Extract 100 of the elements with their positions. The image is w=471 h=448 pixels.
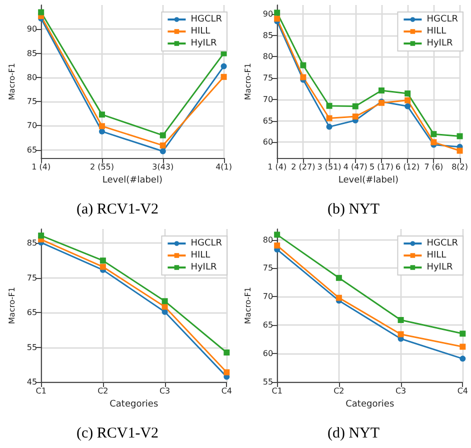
- point: [274, 10, 280, 16]
- legend-label: HGCLR: [426, 238, 458, 248]
- point: [300, 62, 306, 68]
- y-tick-label: 65: [26, 145, 38, 154]
- y-tick-label: 85: [26, 48, 38, 58]
- point: [430, 139, 437, 146]
- y-tick-label: 80: [262, 52, 274, 62]
- y-tick-label: 80: [262, 235, 274, 244]
- legend-label: HyILR: [426, 262, 453, 272]
- legend-label: HyILR: [190, 38, 217, 48]
- legend-label: HyILR: [190, 262, 217, 272]
- x-axis-title: Level(#label): [102, 175, 162, 186]
- text: (a) RCV1-V2: [76, 202, 159, 218]
- legend-label: HILL: [190, 250, 210, 260]
- y-tick-label: 75: [262, 74, 274, 83]
- point: [430, 131, 437, 138]
- x-tick-label: 3(43): [152, 162, 174, 172]
- point: [224, 350, 230, 356]
- point: [352, 103, 358, 110]
- y-axis-title: Macro-F1: [8, 63, 16, 100]
- y-tick-label: 55: [26, 342, 38, 352]
- x-tick-label: 3 (51): [317, 162, 342, 172]
- point: [162, 304, 168, 310]
- point: [274, 232, 280, 238]
- point: [326, 115, 332, 122]
- x-tick-label: 8(2): [452, 162, 468, 172]
- y-tick-label: 60: [262, 138, 274, 147]
- x-tick-label: 2 (55): [90, 162, 114, 172]
- y-tick-label: 65: [26, 308, 38, 318]
- legend-label: HILL: [426, 250, 446, 260]
- legend-label: HyILR: [426, 38, 453, 48]
- y-tick-label: 60: [262, 349, 274, 358]
- legend-label: HGCLR: [426, 14, 458, 24]
- point: [100, 258, 106, 264]
- x-axis-title: Categories: [110, 399, 158, 410]
- point: [460, 356, 466, 362]
- x-tick-label: C2: [98, 386, 108, 396]
- y-tick-label: 70: [26, 121, 38, 130]
- point: [456, 148, 463, 154]
- point: [336, 294, 342, 301]
- point: [326, 124, 332, 130]
- y-tick-label: 75: [26, 97, 38, 106]
- point: [274, 242, 280, 248]
- point: [326, 102, 332, 109]
- y-tick-label: 65: [262, 320, 274, 330]
- x-tick-label: C3: [159, 386, 170, 396]
- x-tick-label: 4(1): [216, 162, 232, 172]
- point: [378, 87, 384, 94]
- point: [460, 330, 466, 337]
- y-axis-title: Macro-F1: [8, 287, 16, 324]
- x-tick-label: 5 (17): [369, 162, 394, 172]
- point: [300, 74, 306, 80]
- point: [274, 16, 280, 22]
- x-tick-label: 7 (6): [424, 162, 444, 172]
- y-tick-label: 45: [26, 378, 38, 386]
- point: [100, 264, 106, 270]
- point: [38, 9, 44, 16]
- point: [456, 133, 463, 140]
- y-tick-label: 75: [26, 273, 38, 282]
- x-tick-label: 2 (27): [291, 162, 316, 172]
- point: [220, 63, 227, 70]
- point: [404, 97, 411, 104]
- legend-label: HGCLR: [190, 14, 222, 24]
- y-tick-label: 90: [262, 9, 274, 18]
- text: (d) NYT: [327, 426, 380, 442]
- point: [160, 148, 166, 154]
- point: [224, 369, 230, 376]
- text: (b) NYT: [327, 202, 380, 218]
- point: [352, 114, 358, 120]
- point: [160, 132, 166, 138]
- point: [38, 232, 44, 239]
- y-axis-title: Macro-F1: [244, 287, 252, 324]
- y-tick-label: 70: [262, 94, 274, 104]
- point: [98, 123, 105, 130]
- legend-label: HGCLR: [190, 238, 222, 248]
- y-axis-title: Macro-F1: [244, 63, 252, 100]
- y-tick-label: 90: [26, 24, 38, 34]
- x-tick-label: 4 (47): [343, 162, 368, 172]
- x-axis-title: Categories: [346, 399, 394, 410]
- x-tick-label: 6 (12): [396, 162, 420, 172]
- point: [98, 112, 105, 118]
- y-tick-label: 70: [262, 292, 274, 302]
- y-tick-label: 85: [26, 238, 38, 248]
- point: [460, 344, 466, 350]
- point: [336, 274, 342, 281]
- y-tick-label: 75: [262, 264, 274, 273]
- point: [160, 142, 166, 148]
- x-axis-title: Level(#label): [338, 175, 398, 186]
- point: [162, 298, 168, 304]
- x-tick-label: C4: [457, 386, 468, 396]
- x-tick-label: C4: [221, 386, 232, 396]
- legend-label: HILL: [426, 26, 446, 36]
- y-tick-label: 55: [262, 378, 274, 386]
- legend-label: HILL: [190, 26, 210, 36]
- x-tick-label: 1 (4): [32, 162, 51, 172]
- y-tick-label: 85: [262, 30, 274, 40]
- x-tick-label: C2: [334, 386, 344, 396]
- point: [398, 317, 404, 324]
- y-tick-label: 65: [262, 116, 274, 126]
- x-tick-label: C3: [395, 386, 406, 396]
